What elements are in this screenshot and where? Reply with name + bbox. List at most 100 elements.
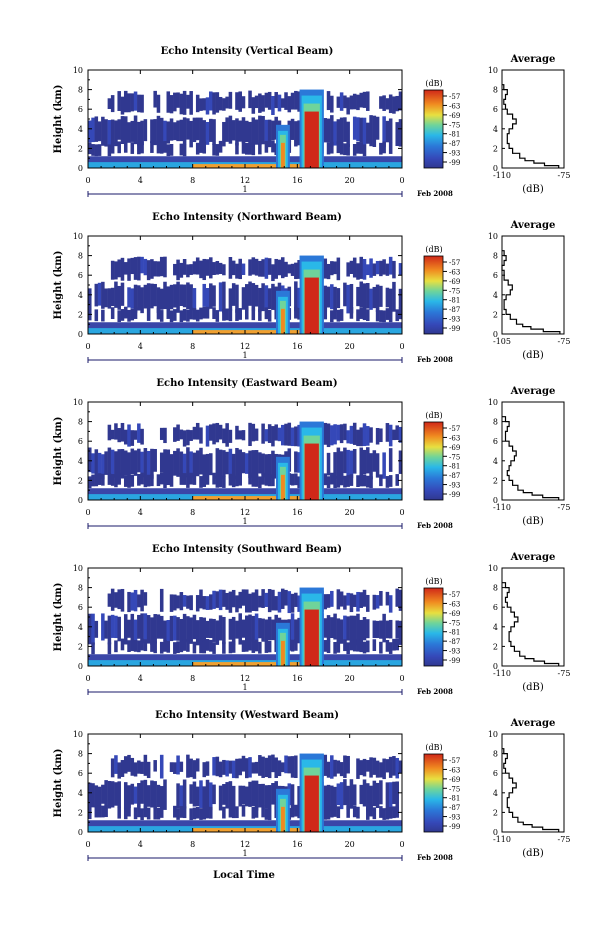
echo-cell — [264, 257, 269, 279]
echo-cell — [137, 448, 141, 473]
echo-cell — [101, 116, 105, 146]
echo-cell — [137, 121, 141, 146]
echo-cell — [228, 309, 233, 322]
echo-cell — [356, 117, 360, 142]
echo-cell — [182, 779, 187, 809]
echo-cell — [159, 754, 164, 779]
y-tick-label: 2 — [78, 476, 83, 485]
echo-cell — [323, 640, 328, 652]
echo-cell — [375, 309, 380, 322]
echo-cell — [205, 97, 210, 115]
x-tick-label: 0 — [399, 342, 404, 351]
day-label: 1 — [242, 683, 247, 692]
echo-cell — [277, 427, 282, 442]
echo-cell — [290, 784, 295, 811]
echo-cell — [241, 755, 246, 772]
echo-cell — [88, 120, 92, 143]
echo-cell — [251, 283, 256, 312]
echo-cell — [146, 615, 151, 644]
echo-cell — [212, 423, 216, 445]
echo-cell — [356, 758, 360, 779]
echo-cell — [159, 641, 164, 654]
echo-cell — [182, 259, 187, 275]
echo-cell — [182, 90, 187, 115]
colorbar — [423, 255, 444, 335]
colorbar-tick-label: -57 — [449, 757, 460, 765]
chart-title: Echo Intensity (Southward Beam) — [152, 544, 342, 555]
echo-cell — [359, 640, 364, 653]
echo-cell — [388, 256, 393, 275]
convective-core-mark — [281, 474, 285, 500]
echo-cell — [333, 613, 337, 640]
colorbar-tick-label: -63 — [449, 268, 460, 276]
echo-cell — [395, 638, 399, 651]
echo-cell — [251, 641, 256, 653]
echo-cell — [120, 257, 125, 281]
echo-cell — [91, 144, 95, 156]
echo-cell — [146, 807, 151, 820]
echo-cell — [326, 263, 331, 280]
echo-cell — [359, 474, 364, 487]
echo-cell — [254, 428, 259, 441]
echo-cell — [104, 780, 108, 807]
y-tick-label: 6 — [78, 105, 83, 114]
echo-cell — [346, 143, 350, 156]
echo-cell — [173, 642, 177, 654]
echo-cell — [235, 620, 239, 639]
echo-cell — [349, 450, 354, 479]
echo-cell — [202, 306, 207, 319]
profile-y-tick-label: 2 — [493, 476, 498, 485]
echo-cell — [114, 261, 118, 280]
y-tick-label: 4 — [78, 789, 83, 798]
echo-cell — [169, 310, 174, 323]
echo-cell — [137, 94, 141, 113]
echo-cell — [323, 473, 328, 486]
x-tick-label: 0 — [85, 342, 90, 351]
echo-cell — [222, 616, 226, 645]
echo-cell — [130, 592, 135, 611]
echo-cell — [382, 141, 386, 154]
echo-cell — [166, 449, 171, 478]
echo-cell — [133, 307, 138, 319]
echo-cell — [326, 807, 331, 820]
echo-cell — [333, 476, 337, 489]
colorbar-tick-label: -99 — [449, 325, 460, 333]
echo-cell — [215, 92, 220, 113]
echo-cell — [110, 474, 115, 486]
echo-cell — [104, 620, 108, 639]
colorbar-tick-label: -99 — [449, 159, 460, 167]
echo-cell — [245, 615, 249, 643]
echo-cell — [274, 92, 278, 109]
echo-cell — [231, 283, 236, 306]
colorbar — [423, 421, 444, 501]
convective-core-mark — [304, 443, 319, 500]
colorbar-tick-label: -69 — [449, 776, 460, 784]
colorbar-tick-label: -93 — [449, 482, 460, 490]
echo-cell — [375, 116, 380, 140]
echo-cell — [173, 309, 177, 321]
echo-cell — [212, 642, 216, 654]
echo-cell — [123, 782, 128, 809]
echo-cell — [117, 781, 121, 808]
echo-cell — [140, 589, 144, 612]
echo-cell — [379, 428, 383, 443]
echo-cell — [189, 451, 193, 479]
echo-cell — [388, 94, 393, 114]
x-tick-label: 8 — [190, 508, 195, 517]
convective-core-mark — [281, 806, 285, 832]
echo-cell — [271, 264, 275, 282]
echo-cell — [336, 288, 341, 309]
echo-cell — [140, 120, 144, 146]
echo-cell — [326, 615, 331, 642]
echo-cell — [192, 807, 197, 820]
echo-cell — [356, 309, 360, 322]
echo-cell — [215, 261, 220, 275]
echo-cell — [362, 258, 367, 280]
echo-cell — [123, 116, 128, 144]
echo-cell — [372, 594, 377, 610]
echo-cell — [271, 474, 275, 487]
echo-cell — [258, 260, 262, 277]
echo-cell — [231, 475, 236, 488]
echo-cell — [379, 591, 383, 606]
